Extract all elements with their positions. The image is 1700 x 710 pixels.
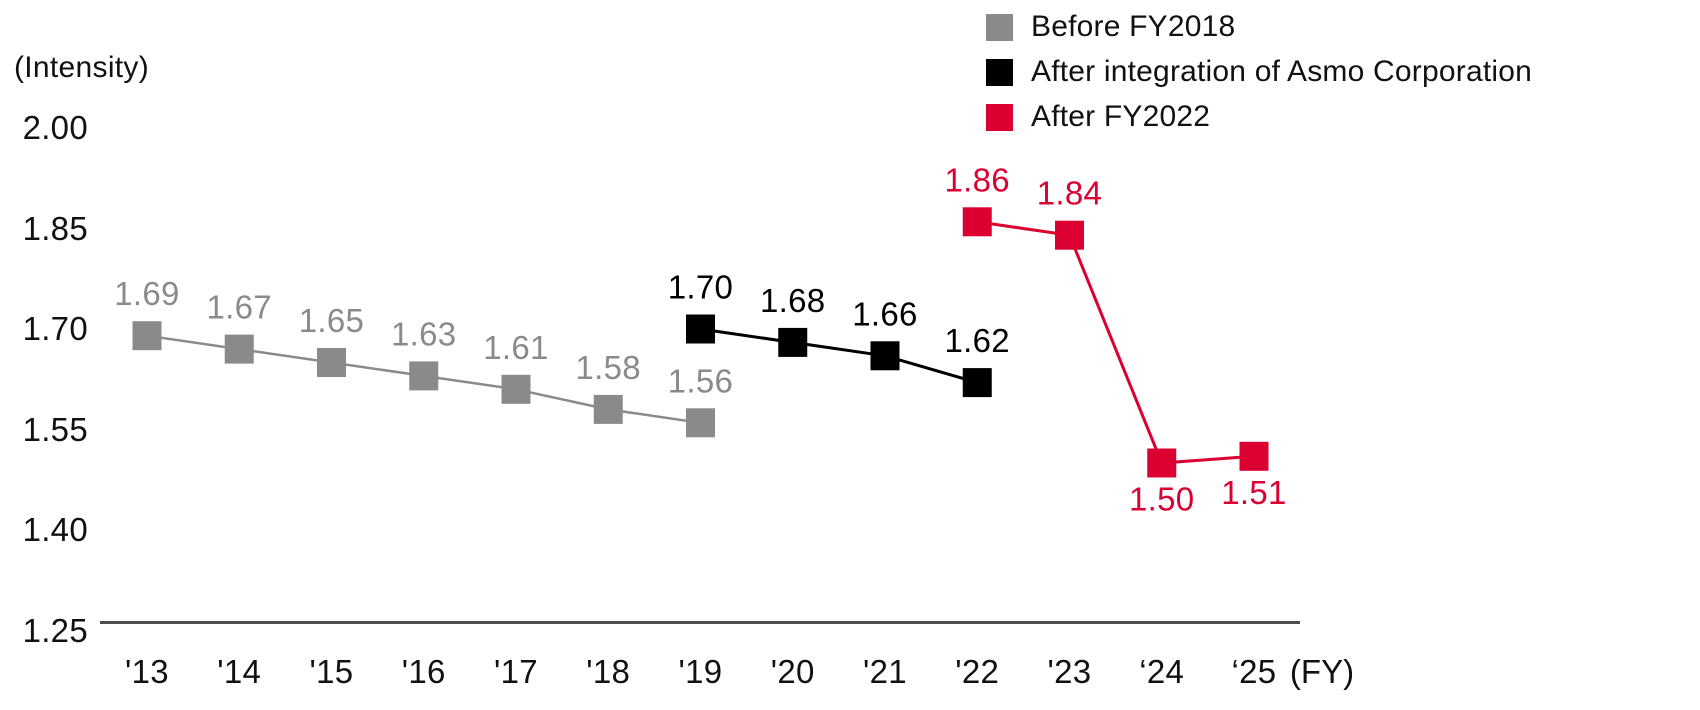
x-tick-label: '21	[863, 653, 907, 690]
legend-swatch-icon	[986, 13, 1013, 41]
x-tick-label: '17	[494, 653, 538, 690]
data-point-label: 1.65	[299, 302, 364, 339]
data-point-label: 1.84	[1037, 175, 1102, 212]
data-point-marker	[224, 334, 254, 364]
legend-item: Before FY2018	[986, 10, 1532, 43]
data-point-marker	[962, 368, 992, 398]
series-line-2	[977, 220, 1255, 465]
data-point-marker	[1147, 448, 1177, 478]
data-point-marker	[1239, 441, 1269, 471]
x-tick-label: ‘25	[1231, 653, 1277, 690]
data-point-label: 1.86	[945, 161, 1010, 198]
data-point-label: 1.58	[576, 349, 641, 386]
x-tick-label: '13	[125, 653, 169, 690]
y-axis-title: (Intensity)	[14, 51, 150, 84]
data-point-label: 1.66	[852, 295, 917, 332]
legend-item: After FY2022	[986, 100, 1532, 133]
y-tick-label: 1.40	[22, 511, 88, 548]
data-point-label: 1.50	[1129, 481, 1194, 518]
legend-swatch-icon	[986, 58, 1013, 86]
data-point-marker	[686, 314, 715, 344]
data-point-marker	[686, 408, 715, 438]
series-line-1	[700, 327, 978, 385]
legend-item-label: After FY2022	[1031, 100, 1211, 133]
data-point-marker	[870, 341, 900, 371]
x-tick-label: '20	[770, 653, 815, 690]
x-axis-line	[100, 621, 1300, 624]
data-point-marker	[317, 348, 346, 377]
data-point-marker	[132, 321, 162, 351]
legend-swatch-icon	[986, 103, 1013, 131]
data-point-marker	[409, 361, 439, 391]
x-tick-label: '23	[1047, 653, 1092, 690]
x-tick-label: '16	[401, 653, 446, 690]
y-tick-label: 1.85	[22, 209, 88, 247]
y-tick-label: 1.55	[22, 410, 88, 448]
x-tick-label: '22	[955, 653, 1000, 690]
x-tick-label: ‘24	[1139, 653, 1185, 690]
data-point-label: 1.56	[668, 362, 733, 399]
x-tick-label: '19	[678, 653, 723, 690]
legend-item-label: Before FY2018	[1031, 10, 1236, 43]
data-point-marker	[501, 374, 531, 404]
data-point-label: 1.62	[945, 322, 1010, 359]
y-tick-label: 2.00	[22, 109, 88, 146]
data-point-marker	[962, 207, 992, 237]
data-point-label: 1.63	[391, 315, 456, 352]
data-point-label: 1.68	[760, 282, 825, 319]
data-point-label: 1.61	[483, 329, 548, 366]
legend-item: After integration of Asmo Corporation	[986, 55, 1532, 88]
x-tick-label: '14	[217, 653, 262, 690]
chart-legend: Before FY2018 After integration of Asmo C…	[986, 10, 1532, 133]
x-tick-label: '18	[586, 653, 631, 690]
data-point-marker	[778, 327, 808, 357]
y-tick-label: 1.25	[22, 611, 88, 649]
data-point-label: 1.70	[668, 269, 733, 306]
data-point-marker	[593, 394, 623, 424]
y-tick-label: 1.70	[22, 310, 88, 347]
data-point-marker	[1055, 220, 1084, 250]
data-point-label: 1.51	[1221, 474, 1286, 511]
legend-item-label: After integration of Asmo Corporation	[1031, 55, 1532, 88]
x-axis-unit-label: (FY)	[1289, 653, 1355, 690]
data-point-label: 1.69	[114, 275, 179, 312]
x-tick-label: '15	[309, 653, 354, 690]
data-point-label: 1.67	[207, 289, 272, 326]
